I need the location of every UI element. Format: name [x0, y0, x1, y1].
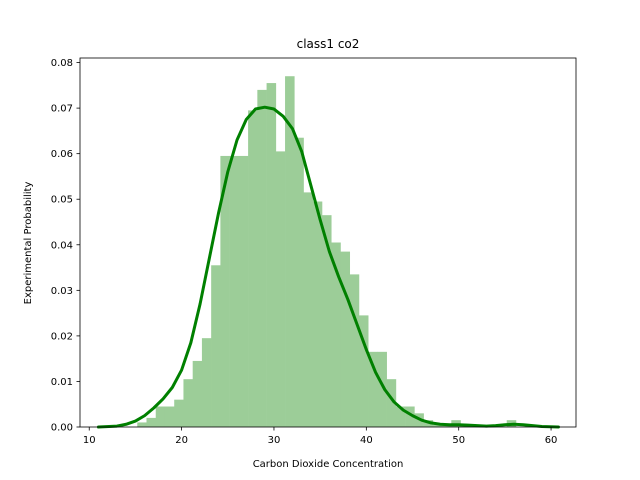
x-tick-label: 10 [83, 435, 96, 446]
y-tick-label: 0.06 [51, 149, 73, 160]
x-tick-label: 30 [268, 435, 281, 446]
y-tick-label: 0.00 [51, 423, 73, 434]
histogram-bar [285, 76, 295, 427]
histogram-bar [174, 399, 184, 427]
y-axis-ticks: 0.00 0.01 0.02 0.03 0.04 0.05 0.06 0.07 0.08 [51, 58, 80, 434]
histogram-bar [405, 406, 415, 427]
x-tick-label: 40 [360, 435, 373, 446]
x-axis-ticks: 10 20 30 40 50 60 [83, 427, 558, 446]
histogram-bar [155, 406, 166, 427]
histogram-bar [303, 192, 314, 427]
histogram-bar [266, 83, 277, 427]
histogram-bar [340, 251, 351, 427]
histogram-bar [275, 151, 286, 427]
histogram-bar [331, 242, 341, 427]
histogram-bar [257, 89, 267, 427]
histogram-bar [432, 424, 443, 427]
kde-curve [96, 105, 560, 429]
histogram-bar [164, 406, 175, 427]
histogram-bar [238, 155, 249, 427]
y-tick-label: 0.07 [51, 104, 73, 115]
histogram-bar [395, 406, 406, 427]
histogram-bar [294, 137, 304, 427]
histogram-bar [322, 215, 332, 427]
y-tick-label: 0.02 [51, 331, 73, 342]
y-axis-label: Experimental Probability [23, 182, 34, 305]
chart-title: class1 co2 [297, 37, 360, 51]
histogram-bar [137, 422, 147, 427]
y-tick-label: 0.03 [51, 286, 73, 297]
histogram-bar [192, 360, 203, 427]
y-tick-label: 0.01 [51, 377, 73, 388]
histogram-bar [358, 315, 369, 427]
histogram-bar [229, 155, 240, 427]
x-axis-label: Carbon Dioxide Concentration [253, 459, 404, 470]
histogram-bar [386, 379, 397, 427]
kde-curve-group [96, 105, 560, 429]
histogram-bar [201, 338, 212, 427]
histogram-bar [248, 110, 258, 427]
x-tick-label: 20 [175, 435, 188, 446]
histogram-bars [137, 76, 517, 427]
x-tick-label: 60 [545, 435, 558, 446]
histogram-bar [183, 379, 193, 427]
y-tick-label: 0.08 [51, 58, 73, 69]
y-tick-label: 0.05 [51, 195, 73, 206]
histogram-bar [220, 155, 230, 427]
histogram-bar [368, 351, 378, 427]
y-tick-label: 0.04 [51, 240, 73, 251]
x-tick-label: 50 [452, 435, 465, 446]
histogram-bar [312, 201, 323, 427]
histogram-bar [377, 351, 387, 427]
plot-frame [79, 57, 577, 428]
histogram-bar [349, 274, 360, 427]
histogram-bar [146, 417, 157, 427]
histogram-bar [211, 265, 221, 427]
